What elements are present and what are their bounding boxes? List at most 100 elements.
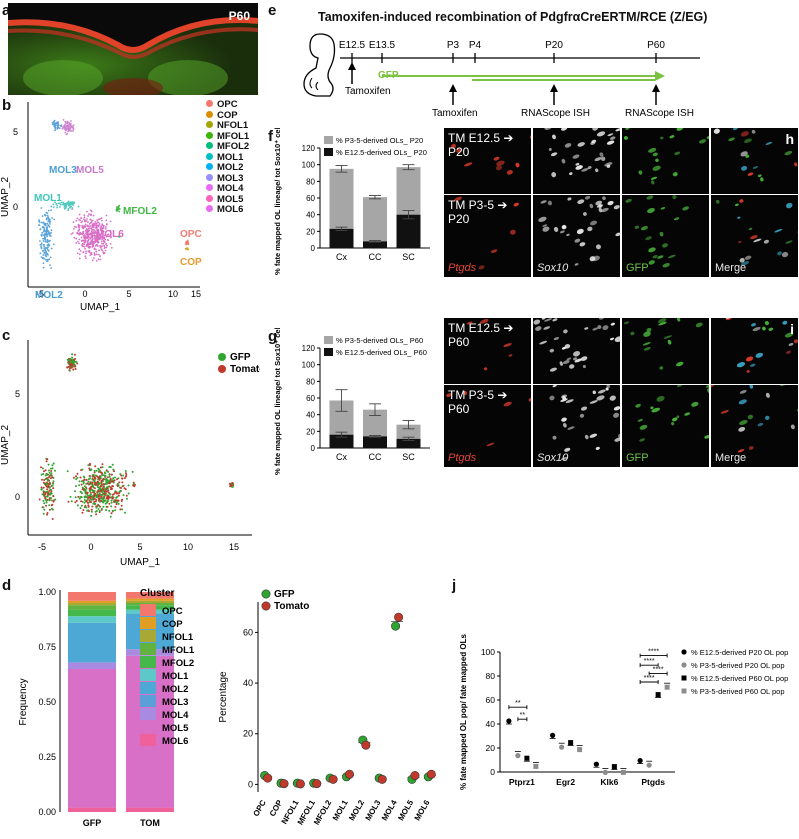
d2-legend-dot [261, 589, 271, 599]
b-legend-item: MOL4 [206, 183, 249, 195]
c-point [74, 368, 77, 370]
embryo-icon [303, 33, 336, 97]
c-point [106, 486, 108, 489]
b-point [47, 219, 50, 221]
c-point [51, 476, 54, 479]
micrograph-h-row1-gfp [622, 128, 709, 194]
bar-legend-swatch [324, 336, 333, 344]
bar-ytick: 120 [302, 344, 316, 353]
c-point [113, 500, 115, 503]
c-point [231, 485, 234, 488]
b-point [69, 206, 72, 208]
bar-segment-p3-5 [363, 197, 387, 242]
b-point [95, 253, 98, 256]
c-point [80, 504, 83, 507]
b-point [40, 247, 43, 250]
c-point [94, 500, 97, 503]
c-point [74, 496, 77, 499]
c-point [76, 504, 79, 507]
b-point [83, 239, 86, 242]
j-significance: ** [515, 700, 521, 707]
c-point [117, 502, 120, 505]
b-point [60, 124, 63, 126]
b-point [88, 213, 90, 216]
b-point [78, 253, 81, 256]
b-xtick-1: 0 [82, 289, 87, 299]
b-point [94, 253, 96, 256]
c-point [119, 508, 122, 511]
b-point [64, 121, 67, 124]
c-point [47, 469, 50, 472]
c-point [87, 480, 90, 483]
c-point [107, 470, 110, 473]
c-point [100, 495, 103, 498]
b-point [39, 228, 42, 231]
b-point [59, 203, 62, 206]
b-point [75, 219, 78, 222]
b-point [83, 216, 86, 219]
c-point [114, 505, 117, 508]
b-point [83, 245, 85, 248]
d-bar-segment [126, 600, 174, 603]
b-point [86, 218, 88, 220]
bar-legend-swatch [324, 148, 333, 156]
b-xtick-0: -5 [36, 289, 44, 299]
c-point [66, 470, 69, 473]
b-point [85, 250, 87, 253]
j-point [593, 761, 599, 767]
b-point [47, 254, 49, 256]
b-point [84, 255, 87, 258]
b-point [44, 236, 47, 239]
c-point [107, 491, 110, 494]
b-label-cop: COP [180, 257, 202, 268]
b-point [49, 264, 51, 266]
c-point [74, 357, 77, 360]
c-point [94, 465, 97, 468]
d2-point [410, 771, 420, 781]
c-point [117, 492, 120, 495]
b-point [77, 205, 80, 208]
b-point [56, 121, 58, 124]
bar-legend-label: % P3-5-derived OLs_ P60 [336, 336, 423, 345]
b-point [83, 225, 85, 227]
c-point [104, 475, 107, 478]
b-label-mfol2: MFOL2 [123, 206, 157, 217]
c-point [106, 499, 109, 502]
c-point [40, 466, 42, 469]
b-point [47, 224, 50, 227]
micrograph-h-row1-sox10 [533, 128, 620, 194]
b-point [70, 233, 73, 236]
c-point [92, 475, 95, 478]
d-legend-label: MOL5 [162, 723, 189, 734]
b-point [42, 262, 45, 265]
d-legend-label: MOL4 [162, 710, 189, 721]
b-point [85, 252, 87, 255]
c-point [93, 471, 96, 474]
b-point [101, 245, 103, 248]
bar-legend-label: % P3-5-derived OLs_ P20 [336, 136, 423, 145]
c-point [51, 503, 54, 506]
c-point [98, 498, 101, 500]
c-point [42, 491, 45, 494]
b-point [110, 236, 112, 239]
d-legend-swatch [140, 669, 156, 681]
b-point [47, 209, 50, 212]
bar-ytick: 0 [311, 244, 316, 253]
b-point [93, 235, 96, 238]
b-point [72, 124, 75, 127]
b-point [88, 242, 91, 245]
b-point [91, 244, 94, 246]
c-point [108, 466, 111, 468]
b-point [83, 226, 86, 229]
d2-point [377, 774, 387, 784]
b-point [83, 214, 86, 217]
micrograph-i-row2-gfp: GFP [622, 385, 709, 467]
c-point [108, 482, 111, 485]
j-xtick: Klk6 [600, 777, 618, 787]
c-point [51, 467, 54, 470]
c-point [46, 512, 49, 514]
b-point [43, 252, 45, 254]
b-point [44, 238, 47, 241]
b-point [105, 246, 108, 249]
b-point [88, 227, 91, 230]
